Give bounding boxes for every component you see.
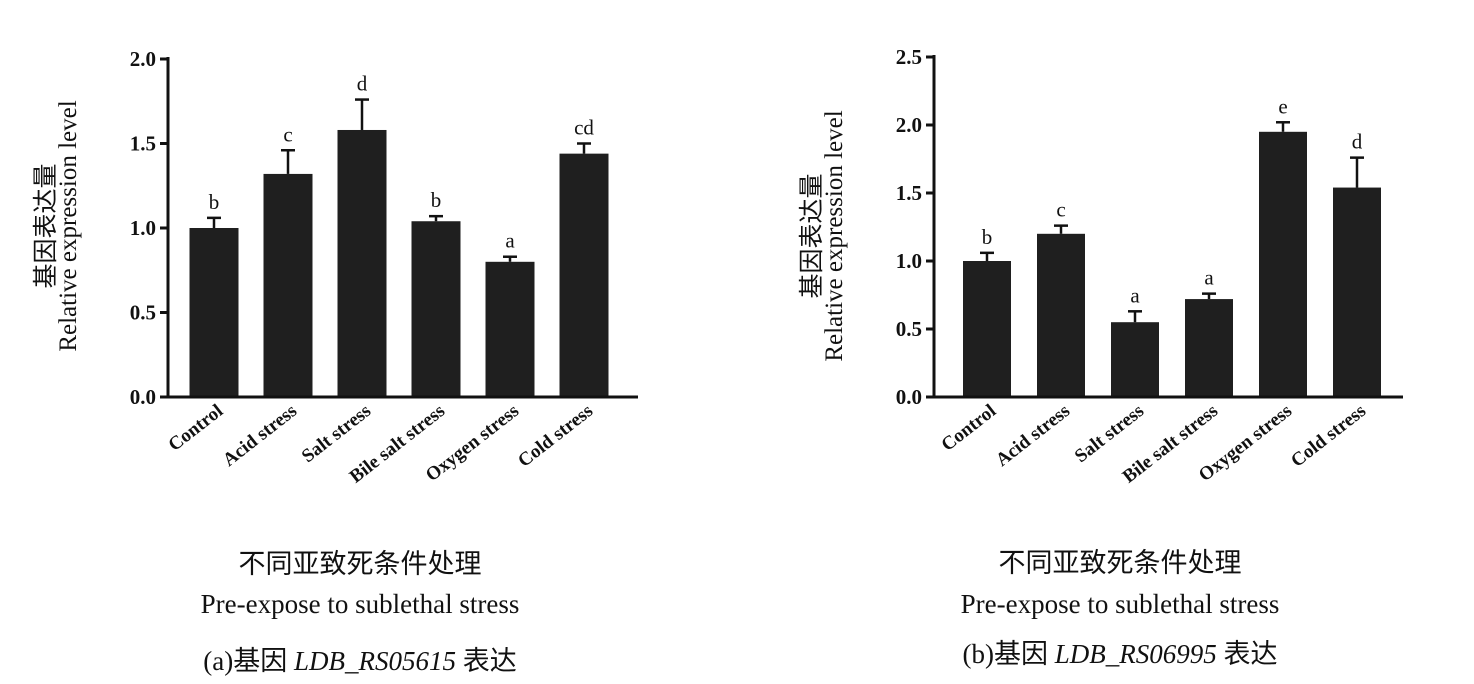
significance-letter: d xyxy=(357,72,368,96)
bar xyxy=(963,261,1011,397)
caption-suffix: 表达 xyxy=(1217,639,1278,669)
y-tick-label: 1.0 xyxy=(130,216,156,240)
bar xyxy=(1111,322,1159,397)
y-tick-label: 2.5 xyxy=(896,45,922,69)
caption-prefix: (b)基因 xyxy=(963,639,1055,669)
significance-letter: d xyxy=(1352,130,1363,154)
significance-letter: b xyxy=(209,190,220,214)
caption-gene: LDB_RS06995 xyxy=(1054,639,1217,669)
significance-letter: c xyxy=(1056,198,1065,222)
y-axis-title-cn: 基因表达量 xyxy=(32,163,60,288)
bar xyxy=(1037,233,1085,397)
y-tick-label: 2.0 xyxy=(896,113,922,137)
bar xyxy=(485,261,535,397)
y-tick-label: 0.5 xyxy=(130,301,156,325)
significance-letter: a xyxy=(1204,266,1214,290)
y-tick-label: 1.5 xyxy=(896,181,922,205)
x-tick-label: Acid stress xyxy=(992,400,1074,471)
bar xyxy=(559,153,609,397)
y-tick-label: 1.0 xyxy=(896,249,922,273)
y-tick-label: 0.5 xyxy=(896,317,922,341)
bar xyxy=(1185,299,1233,397)
figure-caption: (b)基因 LDB_RS06995 表达 xyxy=(963,639,1278,669)
y-tick-label: 1.5 xyxy=(130,132,156,156)
significance-letter: e xyxy=(1278,94,1287,118)
significance-letter: a xyxy=(1130,283,1140,307)
figure-caption: (a)基因 LDB_RS05615 表达 xyxy=(203,646,516,676)
bar xyxy=(1259,131,1307,398)
x-axis-title-cn: 不同亚致死条件处理 xyxy=(999,548,1242,578)
x-axis-title-cn: 不同亚致死条件处理 xyxy=(239,549,482,579)
x-tick-label: Control xyxy=(938,400,1001,455)
caption-prefix: (a)基因 xyxy=(203,646,294,676)
x-tick-label: Control xyxy=(165,400,228,455)
x-axis-title-en: Pre-expose to sublethal stress xyxy=(961,589,1280,619)
significance-letter: a xyxy=(505,229,515,253)
bar xyxy=(189,228,239,397)
significance-letter: b xyxy=(431,188,442,212)
caption-gene: LDB_RS05615 xyxy=(293,646,456,676)
y-tick-label: 0.0 xyxy=(896,385,922,409)
x-tick-label: Cold stress xyxy=(514,400,597,471)
y-axis-title-en: Relative expression level xyxy=(55,100,82,351)
bar xyxy=(337,129,387,398)
y-tick-label: 2.0 xyxy=(130,47,156,71)
x-axis-title-en: Pre-expose to sublethal stress xyxy=(201,589,520,619)
x-tick-label: Acid stress xyxy=(219,400,301,471)
bar xyxy=(411,221,461,397)
bar xyxy=(263,173,313,397)
y-axis-title-en: Relative expression level xyxy=(821,110,848,361)
x-tick-label: Cold stress xyxy=(1287,400,1370,471)
significance-letter: b xyxy=(982,225,993,249)
significance-letter: c xyxy=(283,122,292,146)
caption-suffix: 表达 xyxy=(456,646,517,676)
y-axis-title-cn: 基因表达量 xyxy=(798,173,826,298)
y-tick-label: 0.0 xyxy=(130,385,156,409)
bar xyxy=(1333,187,1381,397)
significance-letter: cd xyxy=(574,116,594,140)
